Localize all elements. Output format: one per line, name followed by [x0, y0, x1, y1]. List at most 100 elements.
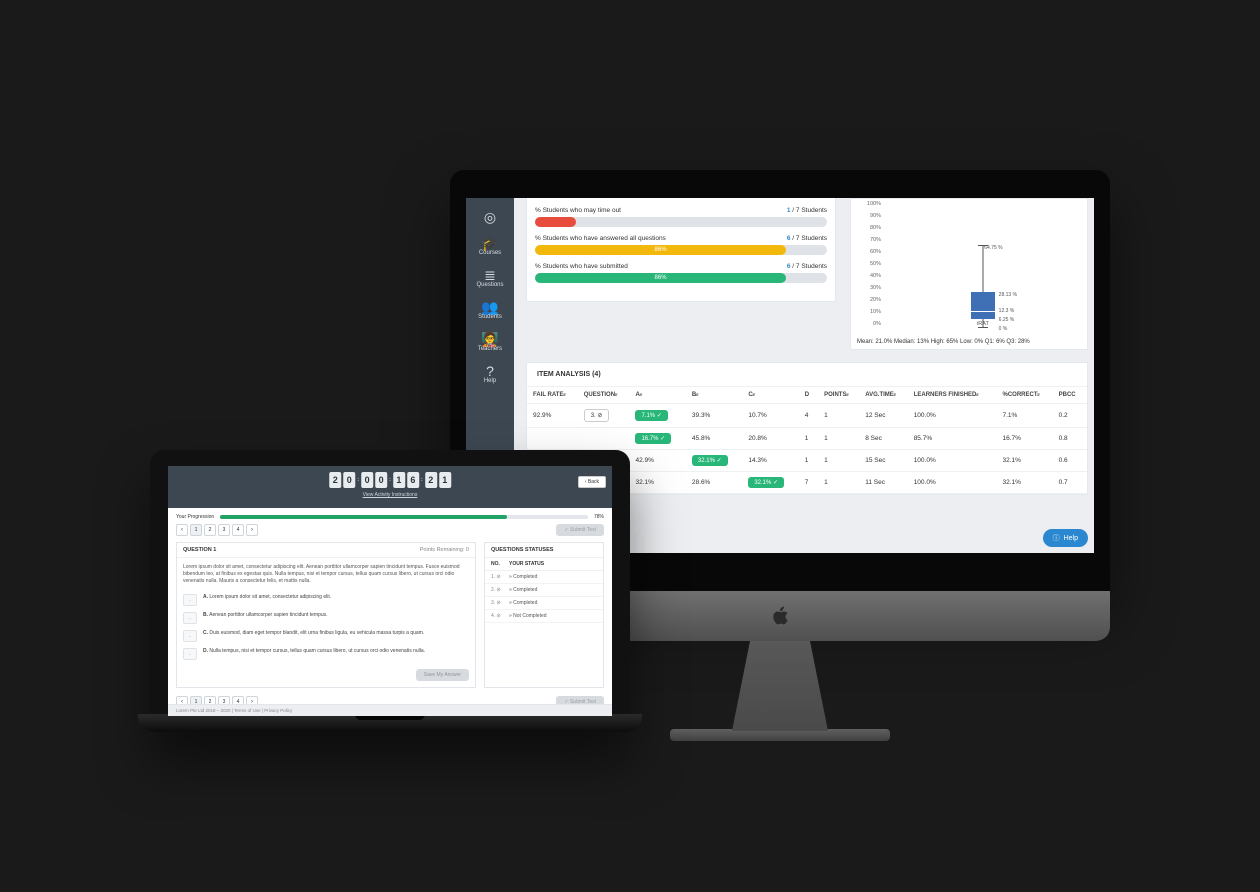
status-row[interactable]: 1. ⊘» Completed: [485, 571, 603, 584]
table-cell: 85.7%: [908, 428, 997, 450]
table-cell: 32.1%: [997, 450, 1053, 472]
page-2[interactable]: 2: [204, 524, 216, 536]
answer-option[interactable]: -B. Aenean porttitor ullamcorper sapien …: [177, 609, 475, 627]
back-button[interactable]: ‹ Back: [578, 476, 606, 488]
table-cell: 7.1% ✓: [629, 404, 685, 428]
pager-prev[interactable]: ‹: [176, 524, 188, 536]
col-failrate[interactable]: FAIL RATE: [527, 387, 578, 404]
quiz-header: 2 0 : 0 0 : 1 6 : 2 1 View Activity Inst…: [168, 466, 612, 508]
page-1[interactable]: 1: [190, 524, 202, 536]
timer-digit: 6: [407, 472, 419, 488]
table-cell: 16.7% ✓: [629, 428, 685, 450]
sidebar-item-courses[interactable]: 🎓Courses: [466, 236, 514, 256]
table-cell: 7: [799, 472, 818, 494]
col-question[interactable]: QUESTION: [578, 387, 630, 404]
status-no: 2. ⊘: [491, 587, 509, 593]
status-title: QUESTIONS STATUSES: [491, 547, 553, 553]
timer-digit: 0: [375, 472, 387, 488]
answer-option[interactable]: -A. Lorem ipsum dolor sit amet, consecte…: [177, 591, 475, 609]
chart-y-axis: 100% 90% 80% 70% 60% 50% 40% 30% 20% 10%…: [857, 201, 881, 327]
status-row[interactable]: 3. ⊘» Completed: [485, 597, 603, 610]
table-row: 16.7% ✓45.8%20.8%118 Sec85.7%16.7%0.8: [527, 428, 1087, 450]
col-b[interactable]: B: [686, 387, 742, 404]
sidebar-item-teachers[interactable]: 🧑‍🏫Teachers: [466, 332, 514, 352]
metric-total: / 7 Students: [791, 207, 828, 214]
bar-track: [535, 217, 827, 227]
table-cell: 100.0%: [908, 472, 997, 494]
bar-track: 86%: [535, 245, 827, 255]
help-icon: ?: [466, 364, 514, 378]
bar-track: 86%: [535, 273, 827, 283]
logo-icon: ◎: [466, 210, 514, 224]
table-cell: 4: [799, 404, 818, 428]
pager-top: ‹ 1 2 3 4 ›: [176, 524, 258, 536]
col-finished[interactable]: LEARNERS FINISHED: [908, 387, 997, 404]
sidebar-item-logo[interactable]: ◎: [466, 210, 514, 224]
submit-test-button[interactable]: ✓ Submit Test: [556, 524, 604, 536]
page-4[interactable]: 4: [232, 524, 244, 536]
status-row[interactable]: 4. ⊘» Not Completed: [485, 610, 603, 623]
progress-track: [220, 515, 588, 519]
table-cell: 1: [818, 404, 859, 428]
col-points[interactable]: POINTS: [818, 387, 859, 404]
sidebar-item-help[interactable]: ?Help: [466, 364, 514, 384]
col-pbcc[interactable]: PBCC: [1053, 387, 1087, 404]
table-cell: 45.8%: [686, 428, 742, 450]
page-3[interactable]: 3: [218, 524, 230, 536]
table-cell: [578, 428, 630, 450]
table-cell: 0.8: [1053, 428, 1087, 450]
progress-row: Your Progression 78%: [176, 514, 604, 520]
table-cell: 92.9%: [527, 404, 578, 428]
col-d[interactable]: D: [799, 387, 818, 404]
table-cell: 7.1%: [997, 404, 1053, 428]
col-avgtime[interactable]: AVG.TIME: [859, 387, 907, 404]
chart-caption: iRAT: [977, 321, 989, 327]
table-cell: 0.6: [1053, 450, 1087, 472]
help-button[interactable]: ⓘ Help: [1043, 529, 1088, 547]
table-cell: 20.8%: [742, 428, 798, 450]
tick-high: 64.75 %: [984, 245, 1002, 251]
timer-colon: :: [389, 477, 391, 483]
table-cell: 100.0%: [908, 450, 997, 472]
progress-pct: 78%: [594, 514, 604, 520]
view-instructions-link[interactable]: View Activity Instructions: [363, 492, 418, 498]
users-icon: 👥: [466, 300, 514, 314]
laptop-device: 2 0 : 0 0 : 1 6 : 2 1 View Activity Inst…: [150, 450, 630, 732]
timer-digit: 1: [393, 472, 405, 488]
table-cell: 0.7: [1053, 472, 1087, 494]
col-a[interactable]: A: [629, 387, 685, 404]
status-row[interactable]: 2. ⊘» Completed: [485, 584, 603, 597]
progress-label: Your Progression: [176, 514, 214, 520]
table-cell: 11 Sec: [859, 472, 907, 494]
ytick: 90%: [857, 213, 881, 219]
table-cell: 28.6%: [686, 472, 742, 494]
metric-total: / 7 Students: [791, 235, 828, 242]
answer-option[interactable]: -C. Duis euismod, diam eget tempor bland…: [177, 627, 475, 645]
status-text: » Completed: [509, 574, 537, 580]
table-cell: 16.7%: [997, 428, 1053, 450]
sidebar-item-questions[interactable]: ≣Questions: [466, 268, 514, 288]
ytick: 10%: [857, 309, 881, 315]
table-cell: 10.7%: [742, 404, 798, 428]
col-correct[interactable]: %CORRECT: [997, 387, 1053, 404]
question-title: QUESTION 1: [183, 547, 216, 553]
quiz-body: Your Progression 78% ‹ 1 2 3 4 ›: [168, 508, 612, 714]
sidebar-label: Courses: [466, 250, 514, 256]
bar-fill: 86%: [535, 245, 786, 255]
question-text: Lorem ipsum dolor sit amet, consectetur …: [177, 558, 475, 591]
sidebar-label: Students: [466, 314, 514, 320]
save-answer-button[interactable]: Save My Answer: [416, 669, 469, 681]
pager-next[interactable]: ›: [246, 524, 258, 536]
footer: Lorem Pte Ltd 2018 – 2020 | Terms of Use…: [168, 704, 612, 716]
question-panel: QUESTION 1 Points Remaining: 0 Lorem ips…: [176, 542, 476, 688]
table-cell: 100.0%: [908, 404, 997, 428]
tick-median: 12.3 %: [999, 308, 1015, 314]
list-icon: ≣: [466, 268, 514, 282]
metric-answered: % Students who have answered all questio…: [535, 235, 827, 255]
col-c[interactable]: C: [742, 387, 798, 404]
tick-q1: 6.25 %: [999, 317, 1015, 323]
imac-stand: [720, 641, 840, 731]
apple-logo-icon: [770, 604, 790, 628]
sidebar-item-students[interactable]: 👥Students: [466, 300, 514, 320]
answer-option[interactable]: -D. Nulla tempus, nisi et tempor cursus,…: [177, 645, 475, 663]
